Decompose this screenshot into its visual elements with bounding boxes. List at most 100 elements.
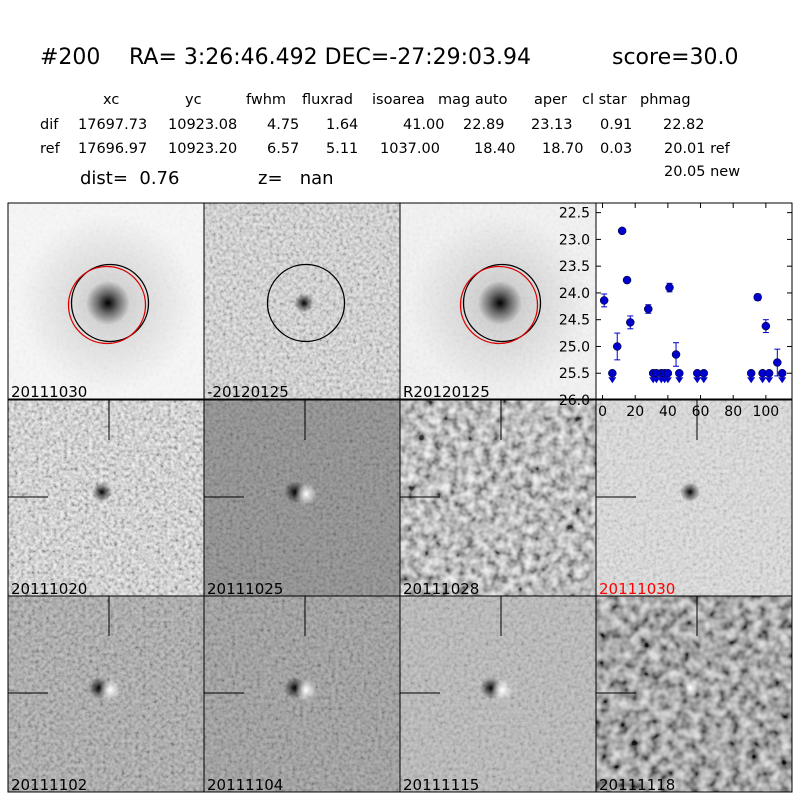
table-cell: 23.13 [531, 117, 573, 133]
aperture-circle [70, 263, 150, 343]
column-header: isoarea [372, 92, 425, 108]
table-cell: 5.11 [326, 141, 358, 157]
table-note: 20.05 new [664, 164, 740, 180]
panel-label: 20111030 [11, 383, 87, 401]
panel-label: 20111115 [403, 776, 479, 794]
y-tick-label: 24.0 [559, 286, 590, 302]
table-cell: 18.40 [474, 141, 516, 157]
y-tick-label: 25.0 [559, 339, 590, 355]
image-panel: 20111028 [400, 400, 596, 598]
source-positive [295, 483, 317, 505]
panel-frame [595, 202, 793, 400]
panel-label: 20111028 [403, 580, 479, 598]
upper-limit-arrow [693, 377, 702, 384]
y-tick-label: 23.5 [559, 259, 590, 275]
x-tick-label: 100 [752, 404, 779, 420]
source [92, 482, 112, 502]
data-point [699, 368, 709, 378]
data-point [675, 368, 684, 378]
panel-label: 20111020 [11, 580, 87, 598]
y-tick-label: 23.0 [559, 232, 590, 248]
panel-label: 20111118 [599, 776, 675, 794]
galaxy-core [86, 281, 130, 325]
row-label: ref [40, 141, 61, 157]
upper-limit-arrow [765, 377, 774, 384]
x-tick-label: 40 [659, 404, 677, 420]
score: score=30.0 [612, 45, 739, 70]
data-point [773, 358, 782, 367]
image-panel: 20111030 [8, 203, 204, 401]
upper-limit-arrow [608, 377, 617, 384]
y-tick-label: 22.5 [559, 206, 590, 222]
reference-circle [459, 265, 539, 345]
data-point [608, 368, 617, 378]
x-tick-label: 80 [724, 404, 742, 420]
column-header: fluxrad [302, 92, 353, 108]
data-point [617, 226, 627, 236]
column-header: phmag [640, 92, 691, 108]
column-header: fwhm [246, 92, 286, 108]
source-positive [99, 679, 121, 701]
x-tick-label: 20 [626, 404, 644, 420]
table-cell: 4.75 [267, 117, 299, 133]
upper-limit-arrow [675, 377, 684, 384]
table-cell: 17696.97 [78, 141, 147, 157]
row-label: dif [40, 117, 59, 133]
table-cell: 0.03 [600, 141, 632, 157]
source [294, 293, 314, 313]
image-panel: R20120125 [400, 203, 596, 401]
table-cell: 1037.00 [380, 141, 440, 157]
image-panel: 20111030 [596, 400, 792, 598]
y-tick-label: 26.0 [559, 393, 590, 409]
noise-texture [400, 400, 596, 596]
panel-label: -20120125 [207, 383, 289, 401]
upper-limit-arrow [778, 377, 787, 384]
light-curve: 22.5 23.0 23.5 24.0 24.5 25.0 25.5 26.0 0 20 40 60 8… [559, 203, 792, 420]
upper-limit-arrow [758, 377, 767, 384]
data-point [777, 368, 787, 378]
column-header: yc [185, 92, 202, 108]
table-cell: 20.01 ref [664, 141, 731, 157]
image-panel: 20111020 [8, 400, 204, 598]
data-point [746, 368, 756, 378]
image-panel: 20111115 [400, 596, 596, 794]
panel-label: R20120125 [403, 383, 490, 401]
table-cell: 22.89 [463, 117, 505, 133]
panel-label: 20111030 [599, 580, 675, 598]
data-point [753, 292, 762, 302]
table-cell: 6.57 [267, 141, 299, 157]
data-point [671, 350, 681, 359]
column-header: aper [534, 92, 567, 108]
photometry-table: xc yc fwhm fluxrad isoarea mag auto aper cl sta… [40, 92, 740, 180]
panel-label: 20111102 [11, 776, 87, 794]
x-tick-label: 0 [598, 404, 607, 420]
source-positive [295, 679, 317, 701]
distance: dist= 0.76 [80, 168, 179, 189]
data-point [665, 283, 674, 292]
source [680, 482, 700, 502]
image-panel: 20111104 [204, 596, 400, 792]
upper-limit-arrow [699, 377, 708, 384]
redshift: z= nan [258, 168, 334, 189]
table-cell: 10923.08 [168, 117, 237, 133]
column-header: xc [103, 92, 119, 108]
data-point [761, 321, 771, 331]
column-header: mag auto [438, 92, 508, 108]
table-cell: 18.70 [542, 141, 584, 157]
table-cell: 22.82 [663, 117, 705, 133]
table-cell: 10923.20 [168, 141, 237, 157]
reference-circle [67, 265, 147, 345]
object-id: #200 [40, 45, 100, 70]
y-tick-label: 24.5 [559, 313, 590, 329]
x-tick-label: 60 [692, 404, 710, 420]
y-tick-label: 25.5 [559, 366, 590, 382]
data-point [612, 342, 622, 351]
coordinates: RA= 3:26:46.492 DEC=-27:29:03.94 [129, 45, 531, 70]
image-panel: 20111118 [596, 596, 792, 794]
data-point [622, 275, 632, 285]
upper-limit-arrow [747, 377, 756, 384]
data-point [764, 368, 774, 378]
data-point [626, 318, 635, 327]
source-positive [491, 679, 513, 701]
